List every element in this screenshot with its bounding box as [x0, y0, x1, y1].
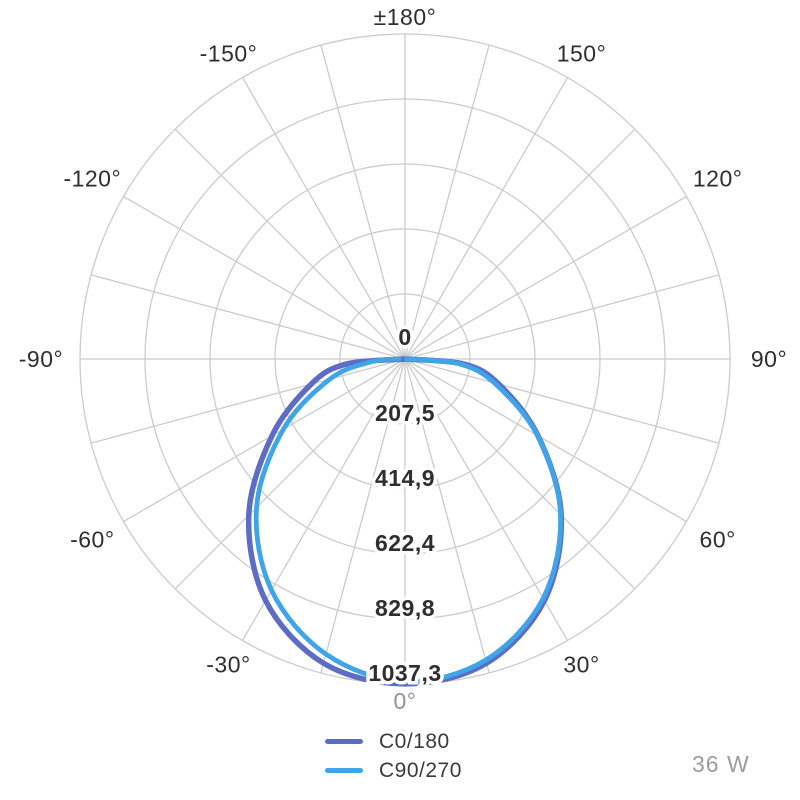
- grid-spoke: [123, 358, 406, 523]
- legend-label-c0-180: C0/180: [379, 729, 450, 753]
- grid-spoke: [404, 44, 490, 360]
- angle-label-90: 90°: [751, 346, 787, 372]
- grid-spoke: [90, 274, 406, 360]
- grid-spoke: [320, 44, 406, 360]
- angle-label-30: -30°: [206, 652, 250, 678]
- radial-label-207.5: 207,5: [375, 400, 435, 426]
- radial-label-622.4: 622,4: [375, 530, 435, 556]
- radial-label-1037.3: 1037,3: [368, 660, 441, 686]
- legend-label-c90-270: C90/270: [379, 758, 462, 782]
- grid-spoke: [241, 77, 406, 360]
- radial-label-0: 0: [398, 324, 411, 350]
- grid-spoke: [404, 358, 720, 444]
- grid-spoke: [404, 358, 569, 641]
- grid-spoke: [320, 358, 406, 674]
- grid-spoke: [404, 358, 687, 523]
- legend-item-c90-270: C90/270: [325, 758, 462, 783]
- grid-ring: [144, 98, 666, 620]
- legend-item-c0-180: C0/180: [325, 729, 462, 754]
- angle-label-150: -150°: [200, 40, 258, 66]
- grid-spoke: [241, 358, 406, 641]
- angle-label-0: 0°: [394, 688, 417, 714]
- legend-swatch-c90-270: [325, 768, 363, 773]
- grid-ring: [274, 228, 536, 490]
- grid-spoke: [404, 358, 490, 674]
- wattage-label: 36 W: [692, 751, 750, 777]
- curve-c90-270: [253, 356, 563, 685]
- grid-spoke: [174, 128, 406, 360]
- angle-label-120: -120°: [63, 165, 121, 191]
- angle-label-60: 60°: [700, 527, 736, 553]
- legend-swatch-c0-180: [325, 739, 363, 744]
- angle-label-120: 120°: [693, 165, 743, 191]
- grid-spoke: [404, 195, 687, 360]
- grid-spoke: [404, 358, 636, 590]
- angle-label-180: ±180°: [374, 4, 437, 30]
- grid-spoke: [404, 274, 720, 360]
- grid-ring: [209, 163, 601, 555]
- angle-label-90: -90°: [19, 346, 63, 372]
- angle-label-150: 150°: [557, 40, 607, 66]
- grid-spoke: [123, 195, 406, 360]
- chart-legend: C0/180 C90/270: [325, 729, 462, 783]
- grid-spoke: [174, 358, 406, 590]
- radial-label-414.9: 414,9: [375, 465, 435, 491]
- radial-label-829.8: 829,8: [375, 595, 435, 621]
- grid-spoke: [90, 358, 406, 444]
- angle-label-30: 30°: [563, 652, 599, 678]
- grid-spoke: [404, 128, 636, 360]
- grid-spoke: [404, 77, 569, 360]
- angle-label-60: -60°: [70, 527, 114, 553]
- grid-ring: [339, 293, 471, 425]
